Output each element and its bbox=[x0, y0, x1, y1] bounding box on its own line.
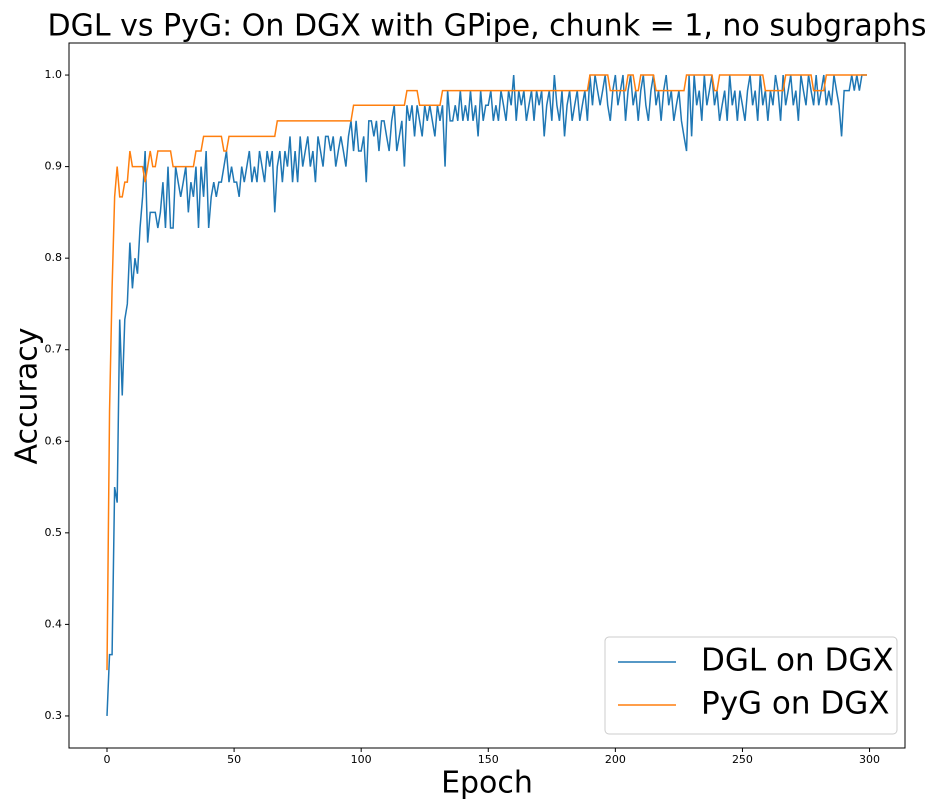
x-tick-label: 250 bbox=[732, 753, 753, 766]
x-tick-label: 200 bbox=[605, 753, 626, 766]
legend-label: DGL on DGX bbox=[701, 643, 894, 679]
plot-frame bbox=[68, 42, 906, 749]
y-tick-label: 0.8 bbox=[45, 251, 63, 264]
series-line bbox=[106, 74, 867, 671]
y-tick-label: 0.4 bbox=[45, 617, 63, 630]
y-tick-label: 0.6 bbox=[45, 434, 63, 447]
y-axis-label: Accuracy bbox=[10, 328, 45, 465]
x-axis-label: Epoch bbox=[441, 766, 533, 801]
y-tick-label: 0.3 bbox=[45, 709, 63, 722]
x-tick-label: 50 bbox=[227, 753, 241, 766]
y-tick-label: 1.0 bbox=[45, 68, 63, 81]
chart-title: DGL vs PyG: On DGX with GPipe, chunk = 1… bbox=[48, 9, 927, 44]
legend-box bbox=[604, 636, 898, 735]
x-tick-label: 100 bbox=[351, 753, 372, 766]
y-tick-label: 0.9 bbox=[45, 160, 63, 173]
legend-label: PyG on DGX bbox=[701, 686, 890, 722]
series-line bbox=[106, 74, 867, 716]
x-tick-label: 150 bbox=[478, 753, 499, 766]
x-tick-label: 0 bbox=[104, 753, 111, 766]
y-tick-label: 0.7 bbox=[45, 343, 63, 356]
legend: DGL on DGX PyG on DGX bbox=[604, 636, 898, 735]
x-tick-label: 300 bbox=[859, 753, 880, 766]
y-tick-label: 0.5 bbox=[45, 526, 63, 539]
